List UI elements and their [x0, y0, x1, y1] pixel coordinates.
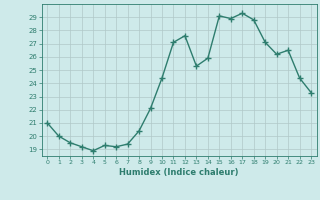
X-axis label: Humidex (Indice chaleur): Humidex (Indice chaleur): [119, 168, 239, 177]
